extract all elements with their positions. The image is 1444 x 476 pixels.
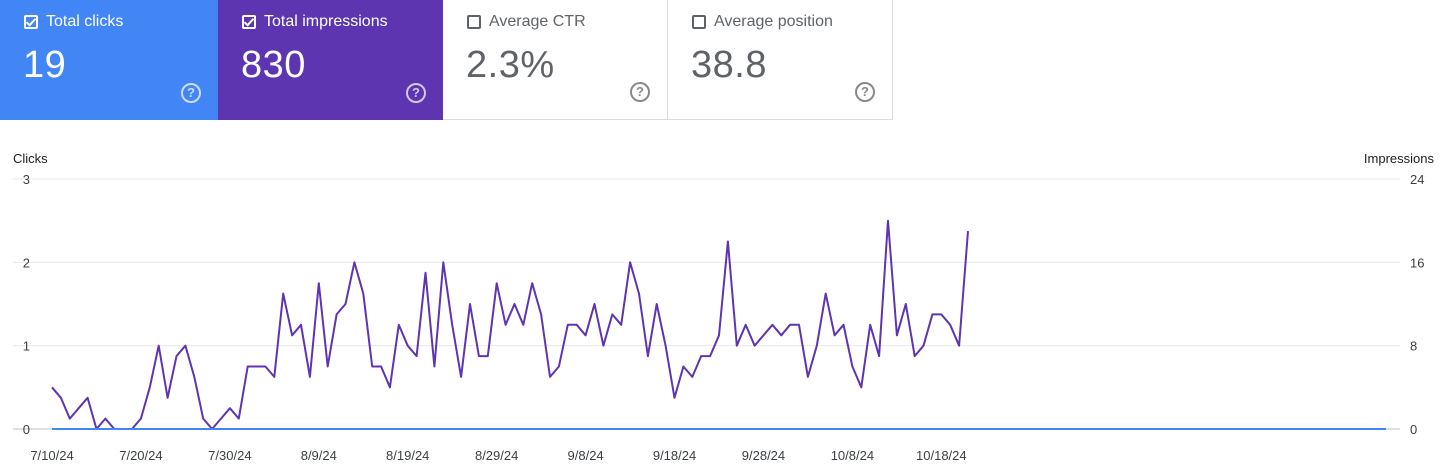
- right-tick-label: 8: [1410, 339, 1417, 354]
- x-tick-label: 8/19/24: [386, 448, 429, 463]
- x-tick-label: 9/8/24: [568, 448, 604, 463]
- help-icon[interactable]: ?: [181, 83, 201, 103]
- metric-card-total-clicks[interactable]: Total clicks 19 ?: [0, 0, 218, 120]
- checkbox-checked-icon[interactable]: [242, 15, 256, 29]
- metric-label: Average position: [714, 13, 833, 30]
- x-tick-label: 7/10/24: [30, 448, 73, 463]
- metric-label: Average CTR: [489, 13, 586, 30]
- x-tick-label: 7/20/24: [119, 448, 162, 463]
- metric-value: 38.8: [691, 44, 767, 86]
- right-tick-label: 16: [1410, 255, 1424, 270]
- metric-value: 19: [23, 44, 67, 86]
- metric-value: 830: [241, 44, 306, 86]
- metric-card-average-position[interactable]: Average position 38.8 ?: [668, 0, 893, 120]
- left-tick-label: 0: [23, 422, 30, 437]
- left-axis-title: Clicks: [13, 151, 48, 166]
- right-tick-label: 0: [1410, 422, 1417, 437]
- x-tick-label: 9/28/24: [742, 448, 785, 463]
- metric-value: 2.3%: [466, 44, 555, 86]
- metric-card-average-ctr[interactable]: Average CTR 2.3% ?: [443, 0, 668, 120]
- help-icon[interactable]: ?: [406, 83, 426, 103]
- metric-label: Total clicks: [46, 13, 124, 30]
- right-tick-label: 24: [1410, 172, 1424, 187]
- x-tick-label: 9/18/24: [653, 448, 696, 463]
- x-tick-label: 8/9/24: [301, 448, 337, 463]
- left-tick-label: 3: [23, 172, 30, 187]
- x-tick-label: 10/18/24: [916, 448, 967, 463]
- help-icon[interactable]: ?: [855, 82, 875, 102]
- checkbox-checked-icon[interactable]: [24, 15, 38, 29]
- performance-chart: Clicks Impressions 0 0 1 8 2 16 3 24 7/10/24 7/20/2…: [0, 140, 1444, 476]
- right-axis-title: Impressions: [1364, 151, 1435, 166]
- x-tick-label: 10/8/24: [831, 448, 874, 463]
- metric-label: Total impressions: [264, 13, 388, 30]
- left-tick-label: 1: [23, 339, 30, 354]
- checkbox-unchecked-icon[interactable]: [467, 15, 481, 29]
- checkbox-unchecked-icon[interactable]: [692, 15, 706, 29]
- impressions-series-line: [51, 219, 969, 430]
- help-icon[interactable]: ?: [630, 82, 650, 102]
- metric-cards: Total clicks 19 ? Total impressions 830 …: [0, 0, 893, 120]
- x-tick-label: 8/29/24: [475, 448, 518, 463]
- left-tick-label: 2: [23, 255, 30, 270]
- metric-card-total-impressions[interactable]: Total impressions 830 ?: [218, 0, 443, 120]
- x-tick-label: 7/30/24: [208, 448, 251, 463]
- chart-svg: Clicks Impressions 0 0 1 8 2 16 3 24 7/10/24 7/20/2…: [13, 151, 1435, 463]
